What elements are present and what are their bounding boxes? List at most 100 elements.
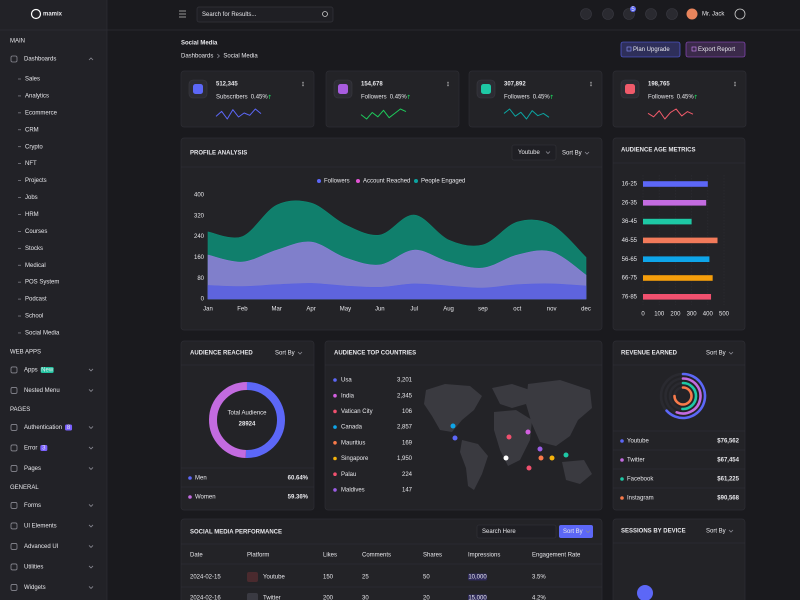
more-menu-dot [590, 83, 592, 85]
donut-center-label: Total Audience [227, 411, 267, 417]
menu-item[interactable]: Utilities [24, 565, 43, 571]
platform-dropdown[interactable] [511, 144, 557, 161]
header-icon-button[interactable] [645, 8, 657, 20]
table-cell: 25 [362, 575, 369, 581]
submenu-item[interactable]: Stocks [25, 246, 43, 252]
button-label: Export Report [698, 47, 735, 53]
country-name: Mauritius [341, 440, 365, 446]
menu-item[interactable]: Authentication [24, 425, 62, 431]
country-value: 1,950 [397, 456, 413, 462]
bar [643, 200, 707, 206]
submenu-item[interactable]: Ecommerce [25, 110, 58, 116]
platform-icon [247, 593, 258, 600]
table-cell: 10,000 [468, 575, 487, 581]
menu-item[interactable]: Error [24, 446, 37, 452]
card-title: AUDIENCE REACHED [190, 351, 253, 357]
menu-item[interactable]: Forms [24, 503, 41, 509]
submenu-item[interactable]: Sales [25, 77, 40, 83]
table-cell: 30 [362, 596, 369, 600]
menu-item[interactable]: Pages [24, 466, 41, 472]
submenu-item[interactable]: Courses [25, 229, 47, 235]
map-region [494, 410, 532, 466]
legend-label[interactable]: People Engaged [421, 179, 465, 185]
header-icon-button[interactable] [580, 8, 592, 20]
table-header: Likes [323, 553, 337, 559]
legend-label[interactable]: Followers [324, 179, 350, 185]
settings-button[interactable] [734, 8, 746, 20]
x-tick-label: 400 [703, 312, 714, 318]
cart-badge-text: 5 [631, 7, 635, 13]
submenu-item[interactable]: NFT [25, 161, 37, 167]
header-icon-button[interactable] [602, 8, 614, 20]
cart-badge [630, 6, 636, 12]
x-tick-label: 200 [670, 312, 681, 318]
menu-item[interactable]: Apps [24, 368, 38, 374]
sort-button-label: Sort By [563, 529, 583, 535]
legend-label: Men [195, 476, 207, 482]
breadcrumb-link[interactable]: Dashboards [181, 54, 213, 60]
menu-item[interactable]: Nested Menu [24, 388, 60, 394]
submenu-item[interactable]: Analytics [25, 94, 49, 100]
sparkline [360, 108, 407, 120]
submenu-item[interactable]: Medical [25, 263, 46, 269]
menu-item[interactable]: Dashboards [24, 57, 56, 63]
radial-bar [675, 377, 702, 415]
sort-dropdown[interactable]: Sort By [275, 351, 295, 357]
donut-segment [245, 382, 285, 458]
header-icon-button[interactable] [666, 8, 678, 20]
legend-label[interactable]: Account Reached [363, 179, 410, 185]
x-tick-label: Aug [443, 307, 454, 313]
submenu-item[interactable]: CRM [25, 127, 39, 133]
section-title: WEB APPS [10, 350, 41, 356]
table-cell: 50 [423, 575, 430, 581]
y-tick-label: 240 [194, 234, 205, 240]
more-menu-dot [590, 81, 592, 83]
submenu-item[interactable]: Social Media [25, 331, 60, 337]
menu-icon [10, 424, 18, 431]
menu-icon [10, 444, 18, 452]
trend-arrow [268, 94, 272, 99]
bar [643, 256, 710, 262]
table-cell: 2024-02-16 [190, 596, 221, 600]
map-region [492, 384, 530, 408]
submenu-item[interactable]: POS System [25, 280, 59, 286]
export-report-button[interactable] [685, 41, 746, 58]
submenu-item[interactable]: School [25, 314, 43, 320]
y-tick-label: 66-75 [622, 276, 638, 282]
submenu-item[interactable]: HRM [25, 212, 39, 218]
search-box[interactable] [196, 6, 334, 23]
submenu-item[interactable]: Crypto [25, 144, 43, 150]
button-icon [626, 46, 632, 52]
map-marker [503, 455, 509, 461]
table-header: Engagement Rate [532, 553, 581, 559]
submenu-item[interactable]: Projects [25, 178, 47, 184]
legend-label: Instagram [627, 496, 654, 502]
menu-badge [65, 424, 73, 431]
session-chart-segment [637, 585, 653, 600]
table-cell: 4.2% [532, 596, 546, 600]
menu-item[interactable]: Advanced UI [24, 544, 59, 550]
submenu-item[interactable]: Jobs [25, 195, 38, 201]
menu-item[interactable]: UI Elements [24, 524, 57, 530]
card-title: SOCIAL MEDIA PERFORMANCE [190, 530, 282, 536]
stat-icon [481, 84, 491, 94]
card-title: AUDIENCE TOP COUNTRIES [334, 351, 416, 357]
section-title: GENERAL [10, 485, 39, 491]
more-menu-dot [302, 85, 304, 87]
menu-badge [40, 366, 54, 373]
user-avatar[interactable] [686, 8, 698, 20]
stat-card [180, 70, 315, 128]
submenu-item[interactable]: Podcast [25, 297, 47, 303]
table-cell: 20 [423, 596, 430, 600]
sort-dropdown[interactable]: Sort By [706, 529, 726, 535]
map-marker [549, 455, 555, 461]
sort-dropdown[interactable]: Sort By [562, 151, 582, 157]
platform-icon [247, 572, 258, 582]
sort-button[interactable] [559, 525, 593, 538]
brand-name: mamix [43, 12, 63, 18]
menu-item[interactable]: Widgets [24, 585, 46, 591]
table-search[interactable] [476, 524, 557, 539]
sort-dropdown[interactable]: Sort By [706, 351, 726, 357]
plan-upgrade-button[interactable] [620, 41, 681, 58]
country-value: 147 [402, 487, 413, 493]
